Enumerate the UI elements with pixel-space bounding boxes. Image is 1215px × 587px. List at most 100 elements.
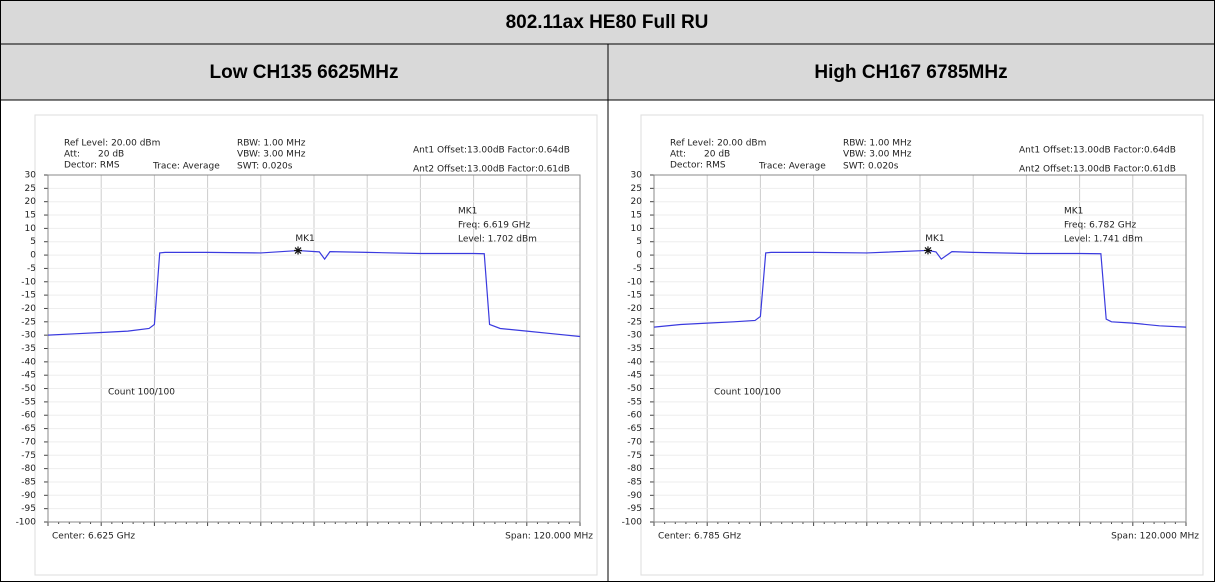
info-text: Freq: 6.782 GHz bbox=[1064, 221, 1137, 231]
column-header: High CH167 6785MHz bbox=[814, 62, 1007, 83]
y-tick-label: -30 bbox=[21, 331, 36, 341]
info-text: VBW: 3.00 MHz bbox=[843, 150, 912, 160]
y-tick-label: 30 bbox=[25, 171, 37, 181]
marker bbox=[294, 246, 303, 255]
y-tick-label: -40 bbox=[21, 357, 36, 367]
info-text: MK1 bbox=[1064, 207, 1083, 217]
info-text: Trace: Average bbox=[152, 162, 220, 172]
plot-frame bbox=[47, 174, 581, 523]
y-tick-label: -85 bbox=[21, 477, 36, 487]
info-text: Ant2 Offset:13.00dB Factor:0.61dB bbox=[413, 165, 570, 175]
y-tick-label: -15 bbox=[21, 291, 36, 301]
y-tick-label: 15 bbox=[25, 211, 36, 221]
y-tick-label: 5 bbox=[30, 237, 36, 247]
y-tick-label: -95 bbox=[627, 504, 642, 514]
y-tick-label: -65 bbox=[21, 424, 36, 434]
y-tick-label: -45 bbox=[627, 371, 642, 381]
y-tick-label: -35 bbox=[21, 344, 36, 354]
y-tick-label: -5 bbox=[27, 264, 36, 274]
y-tick-label: -75 bbox=[627, 451, 642, 461]
y-tick-label: -10 bbox=[21, 277, 36, 287]
info-text: Trace: Average bbox=[758, 162, 826, 172]
info-text: Freq: 6.619 GHz bbox=[458, 221, 531, 231]
info-text: Dector: RMS bbox=[64, 161, 120, 171]
y-tick-label: -55 bbox=[21, 397, 36, 407]
y-tick-label: -15 bbox=[627, 291, 642, 301]
y-tick-label: -40 bbox=[627, 357, 642, 367]
table-title: 802.11ax HE80 Full RU bbox=[506, 12, 709, 33]
info-text: Span: 120.000 MHz bbox=[1111, 532, 1199, 542]
panel bbox=[640, 114, 1204, 576]
y-tick-label: 15 bbox=[631, 211, 642, 221]
marker-label: MK1 bbox=[925, 234, 944, 244]
y-tick-label: 20 bbox=[25, 197, 37, 207]
y-tick-label: -85 bbox=[627, 477, 642, 487]
column-header: Low CH135 6625MHz bbox=[209, 62, 398, 83]
y-tick-label: -35 bbox=[627, 344, 642, 354]
marker-label: MK1 bbox=[295, 234, 314, 244]
y-tick-label: 0 bbox=[30, 251, 36, 261]
y-tick-label: 5 bbox=[636, 237, 642, 247]
y-tick-label: -25 bbox=[627, 317, 642, 327]
info-text: Level: 1.741 dBm bbox=[1064, 235, 1143, 245]
info-text: MK1 bbox=[458, 207, 477, 217]
y-tick-label: -30 bbox=[627, 331, 642, 341]
marker bbox=[923, 246, 932, 255]
info-text: Level: 1.702 dBm bbox=[458, 235, 537, 245]
y-tick-label: 10 bbox=[631, 224, 643, 234]
info-text: RBW: 1.00 MHz bbox=[237, 139, 306, 149]
y-tick-label: -20 bbox=[21, 304, 36, 314]
info-text: Span: 120.000 MHz bbox=[505, 532, 593, 542]
info-text: Center: 6.625 GHz bbox=[52, 532, 135, 542]
info-text: Att: bbox=[64, 150, 80, 160]
info-text: RBW: 1.00 MHz bbox=[843, 139, 912, 149]
plot-frame bbox=[653, 174, 1187, 523]
info-text: 20 dB bbox=[98, 150, 124, 160]
y-tick-label: -70 bbox=[21, 437, 36, 447]
y-tick-label: -90 bbox=[21, 491, 36, 501]
info-text: Count 100/100 bbox=[714, 388, 781, 398]
y-tick-label: -95 bbox=[21, 504, 36, 514]
y-tick-label: -60 bbox=[627, 411, 642, 421]
y-tick-label: -50 bbox=[21, 384, 36, 394]
y-tick-label: -50 bbox=[627, 384, 642, 394]
y-tick-label: -70 bbox=[627, 437, 642, 447]
info-text: Ant1 Offset:13.00dB Factor:0.64dB bbox=[413, 146, 570, 156]
y-tick-label: -65 bbox=[627, 424, 642, 434]
y-tick-label: -55 bbox=[627, 397, 642, 407]
info-text: Center: 6.785 GHz bbox=[658, 532, 741, 542]
y-tick-label: -45 bbox=[21, 371, 36, 381]
y-tick-label: 30 bbox=[631, 171, 643, 181]
y-tick-label: 25 bbox=[25, 184, 36, 194]
info-text: Ref Level: 20.00 dBm bbox=[64, 139, 160, 149]
y-tick-label: -10 bbox=[627, 277, 642, 287]
y-tick-label: -100 bbox=[16, 518, 37, 528]
panel bbox=[34, 114, 598, 576]
info-text: SWT: 0.020s bbox=[843, 162, 899, 172]
info-text: VBW: 3.00 MHz bbox=[237, 150, 306, 160]
info-text: SWT: 0.020s bbox=[237, 162, 293, 172]
y-tick-label: -5 bbox=[633, 264, 642, 274]
info-text: Dector: RMS bbox=[670, 161, 726, 171]
y-tick-label: 25 bbox=[631, 184, 642, 194]
y-tick-label: 10 bbox=[25, 224, 37, 234]
trace-line bbox=[47, 249, 581, 338]
info-text: Ref Level: 20.00 dBm bbox=[670, 139, 766, 149]
y-tick-label: -25 bbox=[21, 317, 36, 327]
y-tick-label: -60 bbox=[21, 411, 36, 421]
y-tick-label: -100 bbox=[622, 518, 643, 528]
y-tick-label: -20 bbox=[627, 304, 642, 314]
y-tick-label: -90 bbox=[627, 491, 642, 501]
info-text: Ant2 Offset:13.00dB Factor:0.61dB bbox=[1019, 165, 1176, 175]
info-text: Count 100/100 bbox=[108, 388, 175, 398]
trace-line bbox=[653, 249, 1187, 328]
info-text: 20 dB bbox=[704, 150, 730, 160]
y-tick-label: 20 bbox=[631, 197, 643, 207]
y-tick-label: 0 bbox=[636, 251, 642, 261]
info-text: Ant1 Offset:13.00dB Factor:0.64dB bbox=[1019, 146, 1176, 156]
y-tick-label: -75 bbox=[21, 451, 36, 461]
y-tick-label: -80 bbox=[21, 464, 36, 474]
y-tick-label: -80 bbox=[627, 464, 642, 474]
info-text: Att: bbox=[670, 150, 686, 160]
